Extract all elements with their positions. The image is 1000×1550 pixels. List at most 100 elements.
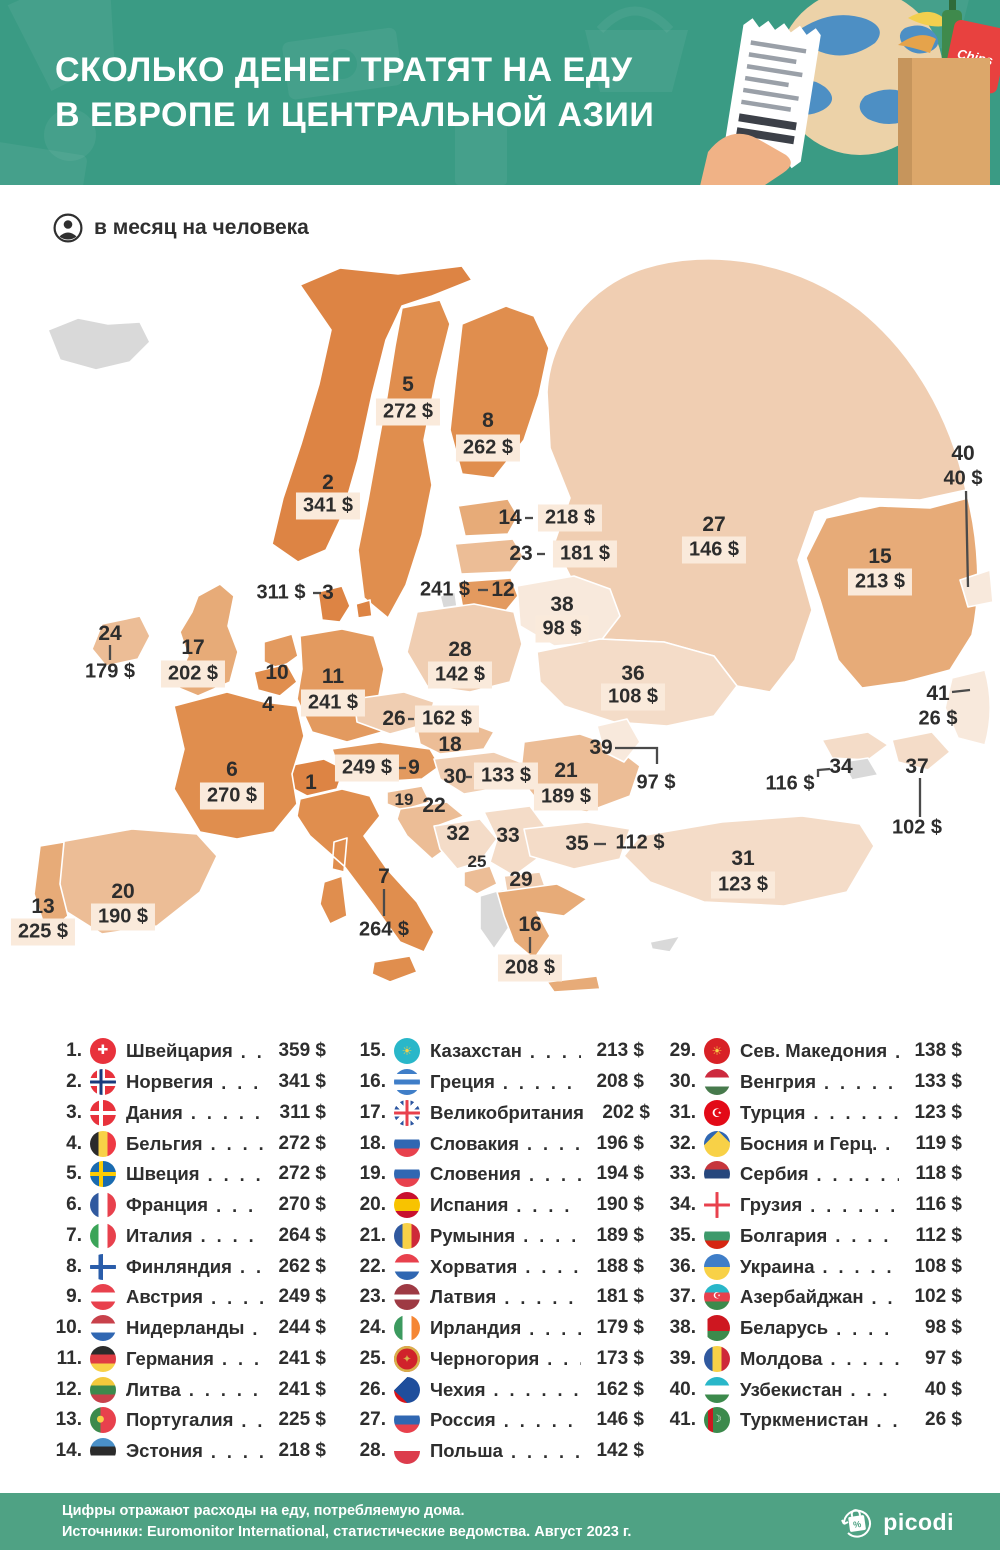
legend-dot-leader (830, 1226, 899, 1245)
legend-rank: 4. (66, 1132, 82, 1154)
paper-bag-icon (898, 58, 990, 185)
legend-rank: 20. (359, 1194, 386, 1216)
legend-value: 189 $ (596, 1224, 644, 1246)
receipt-in-hand (723, 18, 821, 169)
legend-item: 4. Бельгия 272 $ (52, 1128, 326, 1159)
header-banner: Chips СКОЛЬКО ДЕНЕГ ТРАТЯТ НА ЕДУ (0, 0, 1000, 185)
flag-icon-34 (704, 1192, 730, 1219)
legend-value: 270 $ (278, 1194, 326, 1216)
legend-rank: 23. (359, 1286, 386, 1308)
legend-value: 97 $ (925, 1347, 962, 1369)
legend-item: 30. Венгрия 133 $ (666, 1067, 962, 1098)
flag-emblem: ☪ (712, 1291, 722, 1302)
footer-notes: Цифры отражают расходы на еду, потребляе… (62, 1501, 631, 1543)
legend-rank: 31. (669, 1101, 696, 1123)
map-marker-value: 26 $ (918, 707, 958, 730)
legend-country-name: Португалия (126, 1409, 234, 1431)
legend-country-name: Эстония (126, 1440, 203, 1462)
footer-note-2: Источники: Euromonitor International, ст… (62, 1524, 632, 1540)
legend-rank: 10. (55, 1317, 82, 1339)
legend-rank: 7. (66, 1224, 82, 1246)
banknote2-icon (0, 142, 87, 185)
flag-icon-4 (90, 1130, 116, 1157)
country-france (173, 691, 305, 840)
map-marker-number: 29 (509, 868, 533, 891)
flag-emblem: ☽ (712, 1414, 722, 1426)
flag-icon-12 (90, 1376, 116, 1403)
legend-dot-leader (511, 1196, 581, 1215)
map-marker-number: 7 (378, 865, 390, 888)
flag-icon-8 (90, 1253, 116, 1280)
country-turkey (623, 815, 875, 907)
legend-value: 118 $ (915, 1163, 963, 1185)
legend-dot-leader (186, 1103, 263, 1122)
legend-item: 3. Дания 311 $ (52, 1098, 326, 1129)
legend-rank: 30. (669, 1071, 696, 1093)
country-ireland (91, 615, 151, 667)
legend-country-name: Молдова (740, 1347, 823, 1369)
map-marker-value: 208 $ (497, 954, 563, 982)
legend-value: 241 $ (278, 1378, 326, 1400)
legend-country-name: Великобритания (430, 1101, 584, 1123)
svg-text:%: % (853, 1519, 862, 1530)
map-marker-number: 36 (621, 662, 645, 685)
map-marker-value: 213 $ (847, 568, 913, 596)
subtitle-text: в месяц на человека (94, 216, 309, 239)
legend-rank: 27. (359, 1409, 386, 1431)
flag-icon-36 (704, 1253, 730, 1280)
coin-icon (44, 109, 96, 161)
legend-rank: 21. (359, 1224, 386, 1246)
legend-country-name: Бельгия (126, 1132, 203, 1154)
legend-rank: 5. (66, 1163, 82, 1185)
flag-icon-9 (90, 1284, 116, 1311)
legend-item: 14. Эстония 218 $ (52, 1436, 326, 1467)
flag-icon-17 (394, 1099, 420, 1126)
map-marker-number: 19 (394, 790, 414, 809)
legend-rank: 41. (669, 1409, 696, 1431)
legend-dot-leader (825, 1349, 899, 1368)
legend-dot-leader (520, 1257, 581, 1276)
flag-icon-41: ☽ (704, 1407, 730, 1434)
legend-item: 19. Словения 194 $ (356, 1159, 644, 1190)
legend-country-name: Словакия (430, 1132, 520, 1154)
legend-value: 190 $ (596, 1194, 644, 1216)
map-marker-value: 218 $ (537, 504, 603, 532)
legend-country-name: Италия (126, 1224, 193, 1246)
flag-icon-19 (394, 1161, 420, 1188)
legend-country-name: Австрия (126, 1286, 204, 1308)
map-marker-number: 8 (482, 409, 494, 432)
legend-country-name: Швейцария (126, 1040, 233, 1062)
country-russia (546, 258, 967, 693)
legend-rank: 15. (359, 1040, 386, 1062)
map-marker-number: 17 (181, 636, 205, 659)
legend-country-name: Греция (430, 1071, 495, 1093)
map-marker-value: 162 $ (414, 705, 480, 733)
legend-item: 1. ✚ Швейцария 359 $ (52, 1036, 326, 1067)
legend-dot-leader (206, 1288, 263, 1307)
map-marker-value: 142 $ (427, 661, 493, 689)
legend-dot-leader (489, 1380, 581, 1399)
country-denmark (317, 585, 373, 623)
map-marker-value: 225 $ (10, 918, 76, 946)
legend-country-name: Босния и Герц. (740, 1132, 878, 1154)
legend-value: 272 $ (278, 1132, 326, 1154)
map-marker-number: 41 (926, 682, 950, 705)
country-italy (296, 788, 435, 983)
map-marker-number: 37 (905, 755, 929, 778)
legend-dot-leader (845, 1380, 899, 1399)
legend-rank: 2. (66, 1071, 82, 1093)
country-greece (496, 883, 601, 993)
flag-icon-29: ☀ (704, 1038, 730, 1065)
legend-rank: 1. (66, 1040, 82, 1062)
legend-dot-leader (211, 1196, 263, 1215)
country-ukraine (536, 638, 738, 727)
map-marker-number: 40 (951, 442, 975, 465)
brand-name: picodi (883, 1508, 954, 1535)
legend-rank: 25. (359, 1347, 386, 1369)
map-marker-number: 30 (443, 765, 467, 788)
legend-dot-leader (542, 1349, 581, 1368)
title-line-1: СКОЛЬКО ДЕНЕГ ТРАТЯТ НА ЕДУ (55, 51, 633, 89)
legend-rank: 19. (359, 1163, 386, 1185)
flag-emblem: ☪ (711, 1105, 723, 1120)
country-portugal (33, 841, 69, 935)
